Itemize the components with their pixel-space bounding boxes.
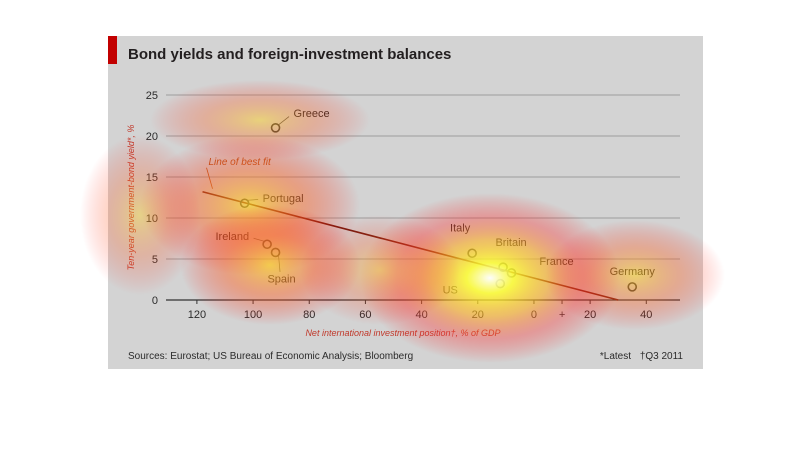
point-italy bbox=[467, 248, 477, 259]
label-ireland: Ireland bbox=[215, 231, 249, 243]
x-tick-label: 20 bbox=[472, 309, 484, 321]
x-tick-label: 120 bbox=[188, 309, 206, 321]
y-tick-label: 10 bbox=[146, 213, 158, 225]
footnotes: *Latest †Q3 2011 bbox=[594, 351, 683, 362]
x-tick-label: 80 bbox=[303, 309, 315, 321]
y-tick-label: 25 bbox=[146, 90, 158, 102]
best-fit-label: Line of best fit bbox=[209, 157, 272, 168]
y-tick-label: 20 bbox=[146, 131, 158, 143]
label-germany: Germany bbox=[610, 266, 656, 278]
leader-spain bbox=[278, 255, 281, 272]
x-tick-label: 100 bbox=[244, 309, 262, 321]
x-tick-label: + bbox=[559, 309, 565, 321]
x-tick-label: 40 bbox=[415, 309, 427, 321]
point-spain bbox=[270, 247, 281, 258]
best-fit-leader bbox=[206, 167, 213, 189]
x-axis-label: Net international investment position†, … bbox=[305, 328, 500, 338]
label-britain: Britain bbox=[495, 237, 526, 249]
x-tick-label: 0 bbox=[531, 309, 537, 321]
y-axis-label: Ten-year government-bond yield*, % bbox=[126, 125, 136, 271]
footnote-q3: †Q3 2011 bbox=[639, 351, 683, 362]
point-greece bbox=[270, 123, 281, 133]
sources-note: Sources: Eurostat; US Bureau of Economic… bbox=[128, 351, 414, 362]
label-france: France bbox=[539, 256, 573, 268]
scatter-chart: 120 100 80 60 40 20 0 +20 40 0 5 10 15 20 25 Line of … bbox=[126, 90, 680, 338]
x-tick-label: 20 bbox=[584, 309, 596, 321]
footnote-latest: *Latest bbox=[599, 351, 632, 362]
label-spain: Spain bbox=[267, 273, 295, 285]
y-tick-label: 5 bbox=[152, 254, 158, 266]
x-tick-label: 40 bbox=[640, 309, 652, 321]
best-fit-line bbox=[202, 190, 619, 301]
label-greece: Greece bbox=[294, 108, 330, 120]
chart-title: Bond yields and foreign-investment balan… bbox=[128, 46, 452, 63]
label-portugal: Portugal bbox=[263, 193, 304, 205]
leader-greece bbox=[278, 116, 290, 126]
leader-ireland bbox=[253, 237, 265, 242]
point-ireland bbox=[262, 239, 272, 250]
chart-panel: Bond yields and foreign-investment balan… bbox=[108, 36, 703, 369]
y-tick-label: 15 bbox=[146, 172, 158, 184]
title-accent-bar bbox=[108, 36, 117, 64]
point-us bbox=[495, 278, 506, 289]
leader-portugal bbox=[247, 199, 259, 201]
y-tick-label: 0 bbox=[152, 295, 158, 307]
label-italy: Italy bbox=[450, 222, 471, 234]
label-us: US bbox=[443, 285, 458, 297]
point-germany bbox=[627, 282, 638, 292]
x-tick-label: 60 bbox=[359, 309, 371, 321]
